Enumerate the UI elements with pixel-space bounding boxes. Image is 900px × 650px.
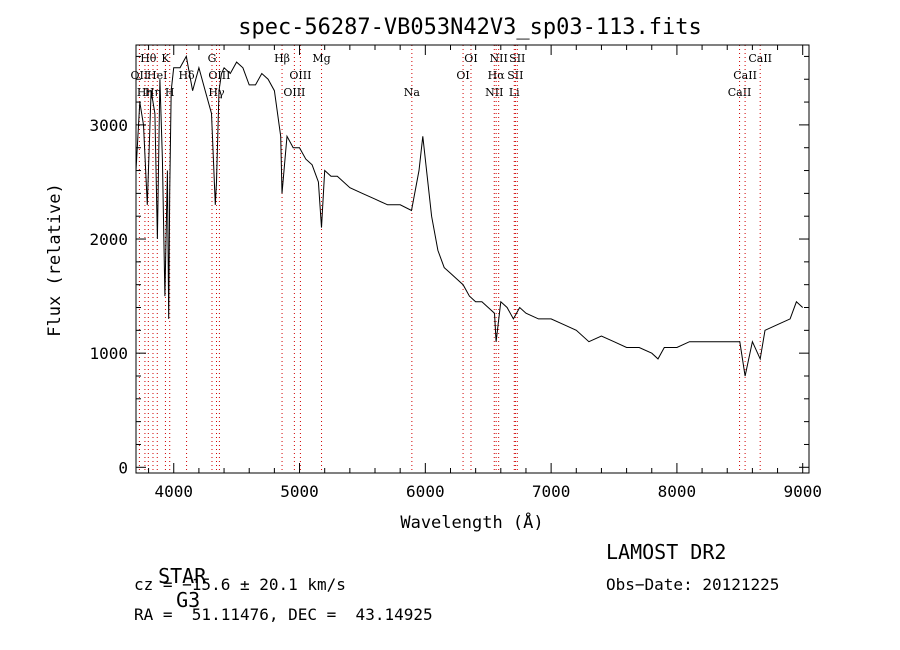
line-label-21: Li: [509, 86, 520, 99]
coordinates: RA = 51.11476, DEC = 43.14925: [134, 605, 433, 624]
y-axis: 0 1000 2000 3000: [89, 55, 809, 477]
line-label-8: G: [208, 52, 217, 65]
line-label-0: OII: [131, 69, 149, 82]
line-label-18: NII: [485, 86, 503, 99]
line-label-3: Hη: [145, 86, 161, 99]
y-tick-label-2000: 2000: [89, 230, 128, 249]
line-label-5: K: [161, 52, 170, 65]
line-label-7: Hδ: [178, 69, 195, 82]
line-label-9: Hγ: [208, 86, 225, 99]
line-label-11: Hβ: [274, 52, 290, 65]
plot-frame: [135, 44, 810, 474]
y-tick-label-3000: 3000: [89, 116, 128, 135]
spectrum-plot: spec-56287-VB053N42V3_sp03-113.fits OIIH…: [45, 15, 822, 533]
line-label-15: Na: [404, 86, 421, 99]
chart-title: spec-56287-VB053N42V3_sp03-113.fits: [238, 15, 702, 40]
survey-name: LAMOST DR2: [606, 540, 727, 564]
line-label-20: NII: [490, 52, 508, 65]
x-tick-label-4000: 4000: [154, 482, 193, 501]
line-label-23: SII: [509, 52, 525, 65]
line-label-26: CaII: [748, 52, 772, 65]
y-tick-label-0: 0: [118, 458, 128, 477]
line-label-25: CaII: [733, 69, 757, 82]
line-label-24: CaII: [728, 86, 752, 99]
spectral-line-markers: OIIHηHθHηHeIKHHδGHγOIIIHβOIIIOIIIMgNaOIO…: [131, 45, 772, 473]
x-tick-label-7000: 7000: [532, 482, 571, 501]
line-label-6: H: [165, 86, 175, 99]
x-tick-label-5000: 5000: [280, 482, 319, 501]
x-tick-label-9000: 9000: [783, 482, 822, 501]
line-label-22: SII: [507, 69, 523, 82]
line-label-10: OIII: [208, 69, 230, 82]
line-label-17: OI: [464, 52, 477, 65]
y-axis-label: Flux (relative): [45, 183, 65, 337]
object-class: STAR G3: [134, 540, 206, 612]
line-label-2: Hθ: [140, 52, 157, 65]
line-label-14: Mg: [312, 52, 330, 65]
line-label-12: OIII: [283, 86, 305, 99]
line-label-16: OI: [456, 69, 469, 82]
y-tick-label-1000: 1000: [89, 344, 128, 363]
x-axis-label: Wavelength (Å): [400, 511, 543, 533]
line-label-19: Hα: [488, 69, 506, 82]
object-subclass: G3: [176, 588, 201, 612]
line-label-1: Hη: [137, 86, 153, 99]
object-class-label: STAR: [158, 564, 207, 588]
x-tick-label-6000: 6000: [406, 482, 445, 501]
line-label-13: OIII: [289, 69, 311, 82]
x-axis: 4000 5000 6000 7000 8000 9000: [148, 45, 822, 501]
spectrum-line: [135, 54, 804, 377]
line-label-4: HeI: [147, 69, 167, 82]
redshift-value: cz = −15.6 ± 20.1 km/s: [134, 575, 346, 594]
x-tick-label-8000: 8000: [658, 482, 697, 501]
obs-date: Obs−Date: 20121225: [606, 575, 780, 594]
